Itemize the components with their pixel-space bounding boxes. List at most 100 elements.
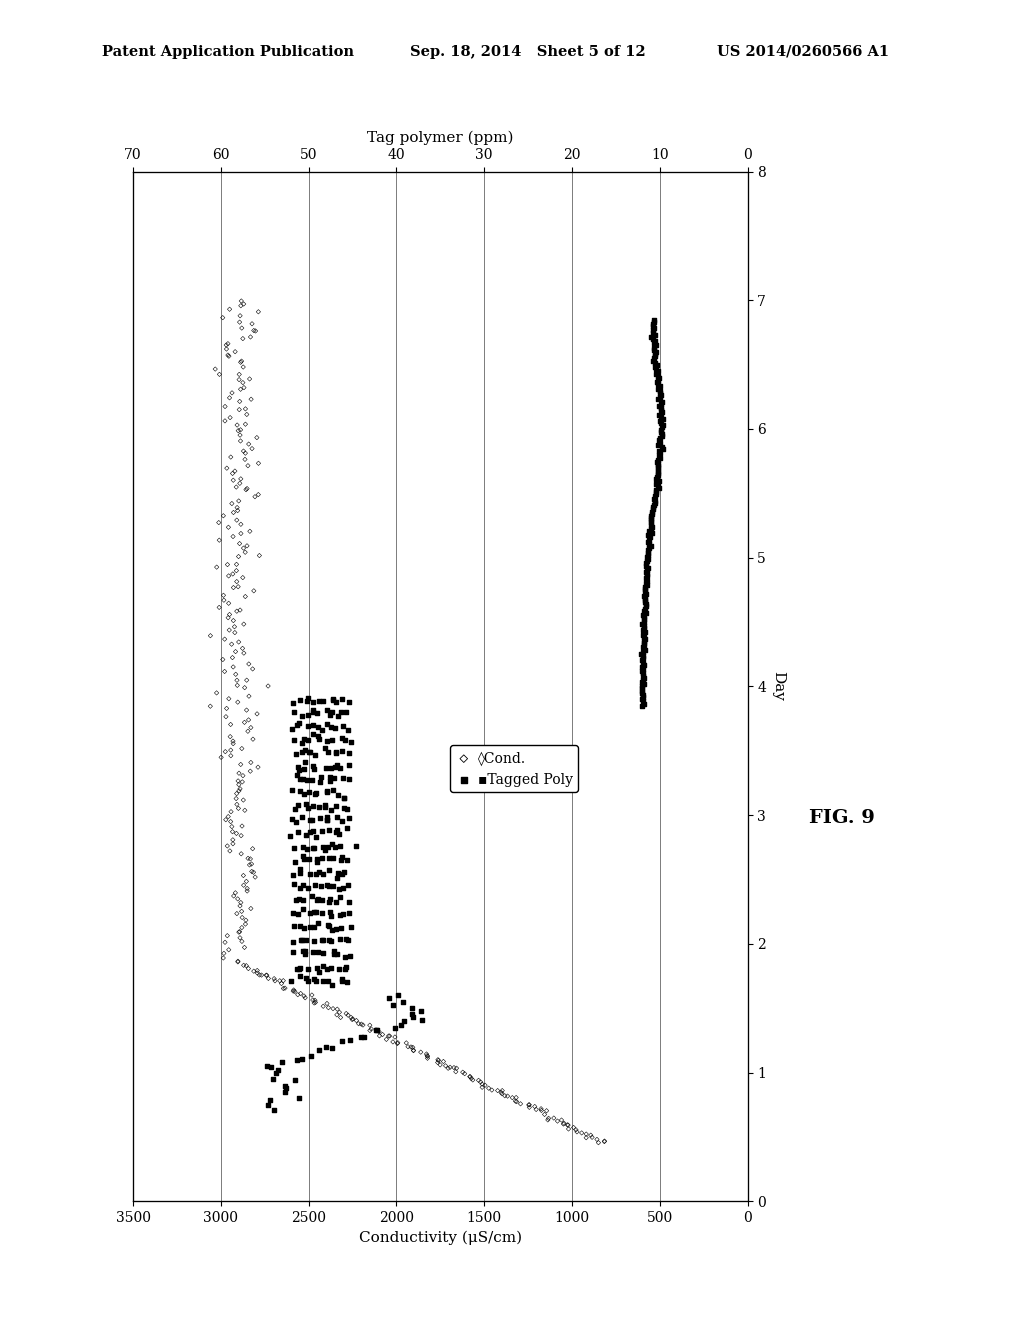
Point [646,339,663,360]
Point [341,743,357,764]
Point [287,916,303,937]
Point [342,945,358,966]
Point [323,717,339,738]
Point [635,684,651,705]
Point [236,865,252,886]
Point [652,376,669,397]
Point [361,1020,378,1041]
Point [214,308,230,329]
Point [528,1098,545,1119]
Point [341,808,357,829]
Point [637,594,653,615]
Point [646,348,663,370]
Point [321,859,337,880]
Point [493,1082,509,1104]
Point [241,685,257,706]
Point [227,341,244,362]
Point [285,903,301,924]
Point [331,879,347,900]
Point [307,970,324,991]
Point [308,851,325,873]
Point [636,609,652,630]
Point [228,572,245,593]
Point [292,957,308,978]
Point [224,564,241,585]
Point [406,1040,422,1061]
Point [636,615,652,636]
Point [276,978,293,999]
Point [635,624,651,645]
Point [296,758,312,779]
Point [310,726,327,747]
Point [251,965,267,986]
Point [292,878,308,899]
Point [336,958,352,979]
Point [295,874,311,895]
Point [230,546,247,568]
Point [309,715,326,737]
Point [335,903,351,924]
Point [474,1077,490,1098]
Point [229,950,246,972]
Point [306,916,323,937]
Point [228,510,245,531]
Point [226,616,243,638]
Point [634,660,650,681]
Point [228,822,245,843]
Point [313,903,330,924]
Point [220,333,237,354]
Point [655,414,672,436]
Point [217,809,233,830]
Point [419,1048,435,1069]
Point [644,499,660,520]
Point [267,970,284,991]
Point [225,730,242,751]
Point [560,1114,577,1135]
Point [292,780,308,801]
Point [300,730,316,751]
Point [430,1049,446,1071]
Point [540,1109,556,1130]
Point [243,898,259,919]
Point [213,747,229,768]
Point [470,1069,486,1090]
Point [648,359,665,380]
Point [546,1107,562,1129]
Point [649,458,666,479]
Point [653,424,670,445]
Point [263,1057,280,1078]
Point [238,399,254,420]
Point [653,393,670,414]
Point [650,389,667,411]
Point [265,1069,282,1090]
Point [521,1094,538,1115]
Point [259,1094,275,1115]
Point [647,352,664,374]
Point [645,319,662,341]
Point [231,305,248,326]
Point [271,970,288,991]
Point [241,433,257,454]
Point [512,1093,528,1114]
Point [296,985,312,1006]
Point [325,689,341,710]
Point [319,874,336,895]
Point [211,597,227,618]
Point [650,449,667,470]
Point [639,564,655,585]
Point [335,715,351,737]
Point [638,602,654,623]
Point [250,453,266,474]
Point [237,937,253,958]
Point [218,698,234,719]
Point [226,622,243,643]
Point [309,941,326,962]
Point [221,619,238,640]
Point [248,321,264,342]
Point [322,767,338,788]
Point [326,944,342,965]
Point [221,605,238,626]
Point [324,920,340,941]
Point [327,768,343,789]
Point [645,329,662,350]
